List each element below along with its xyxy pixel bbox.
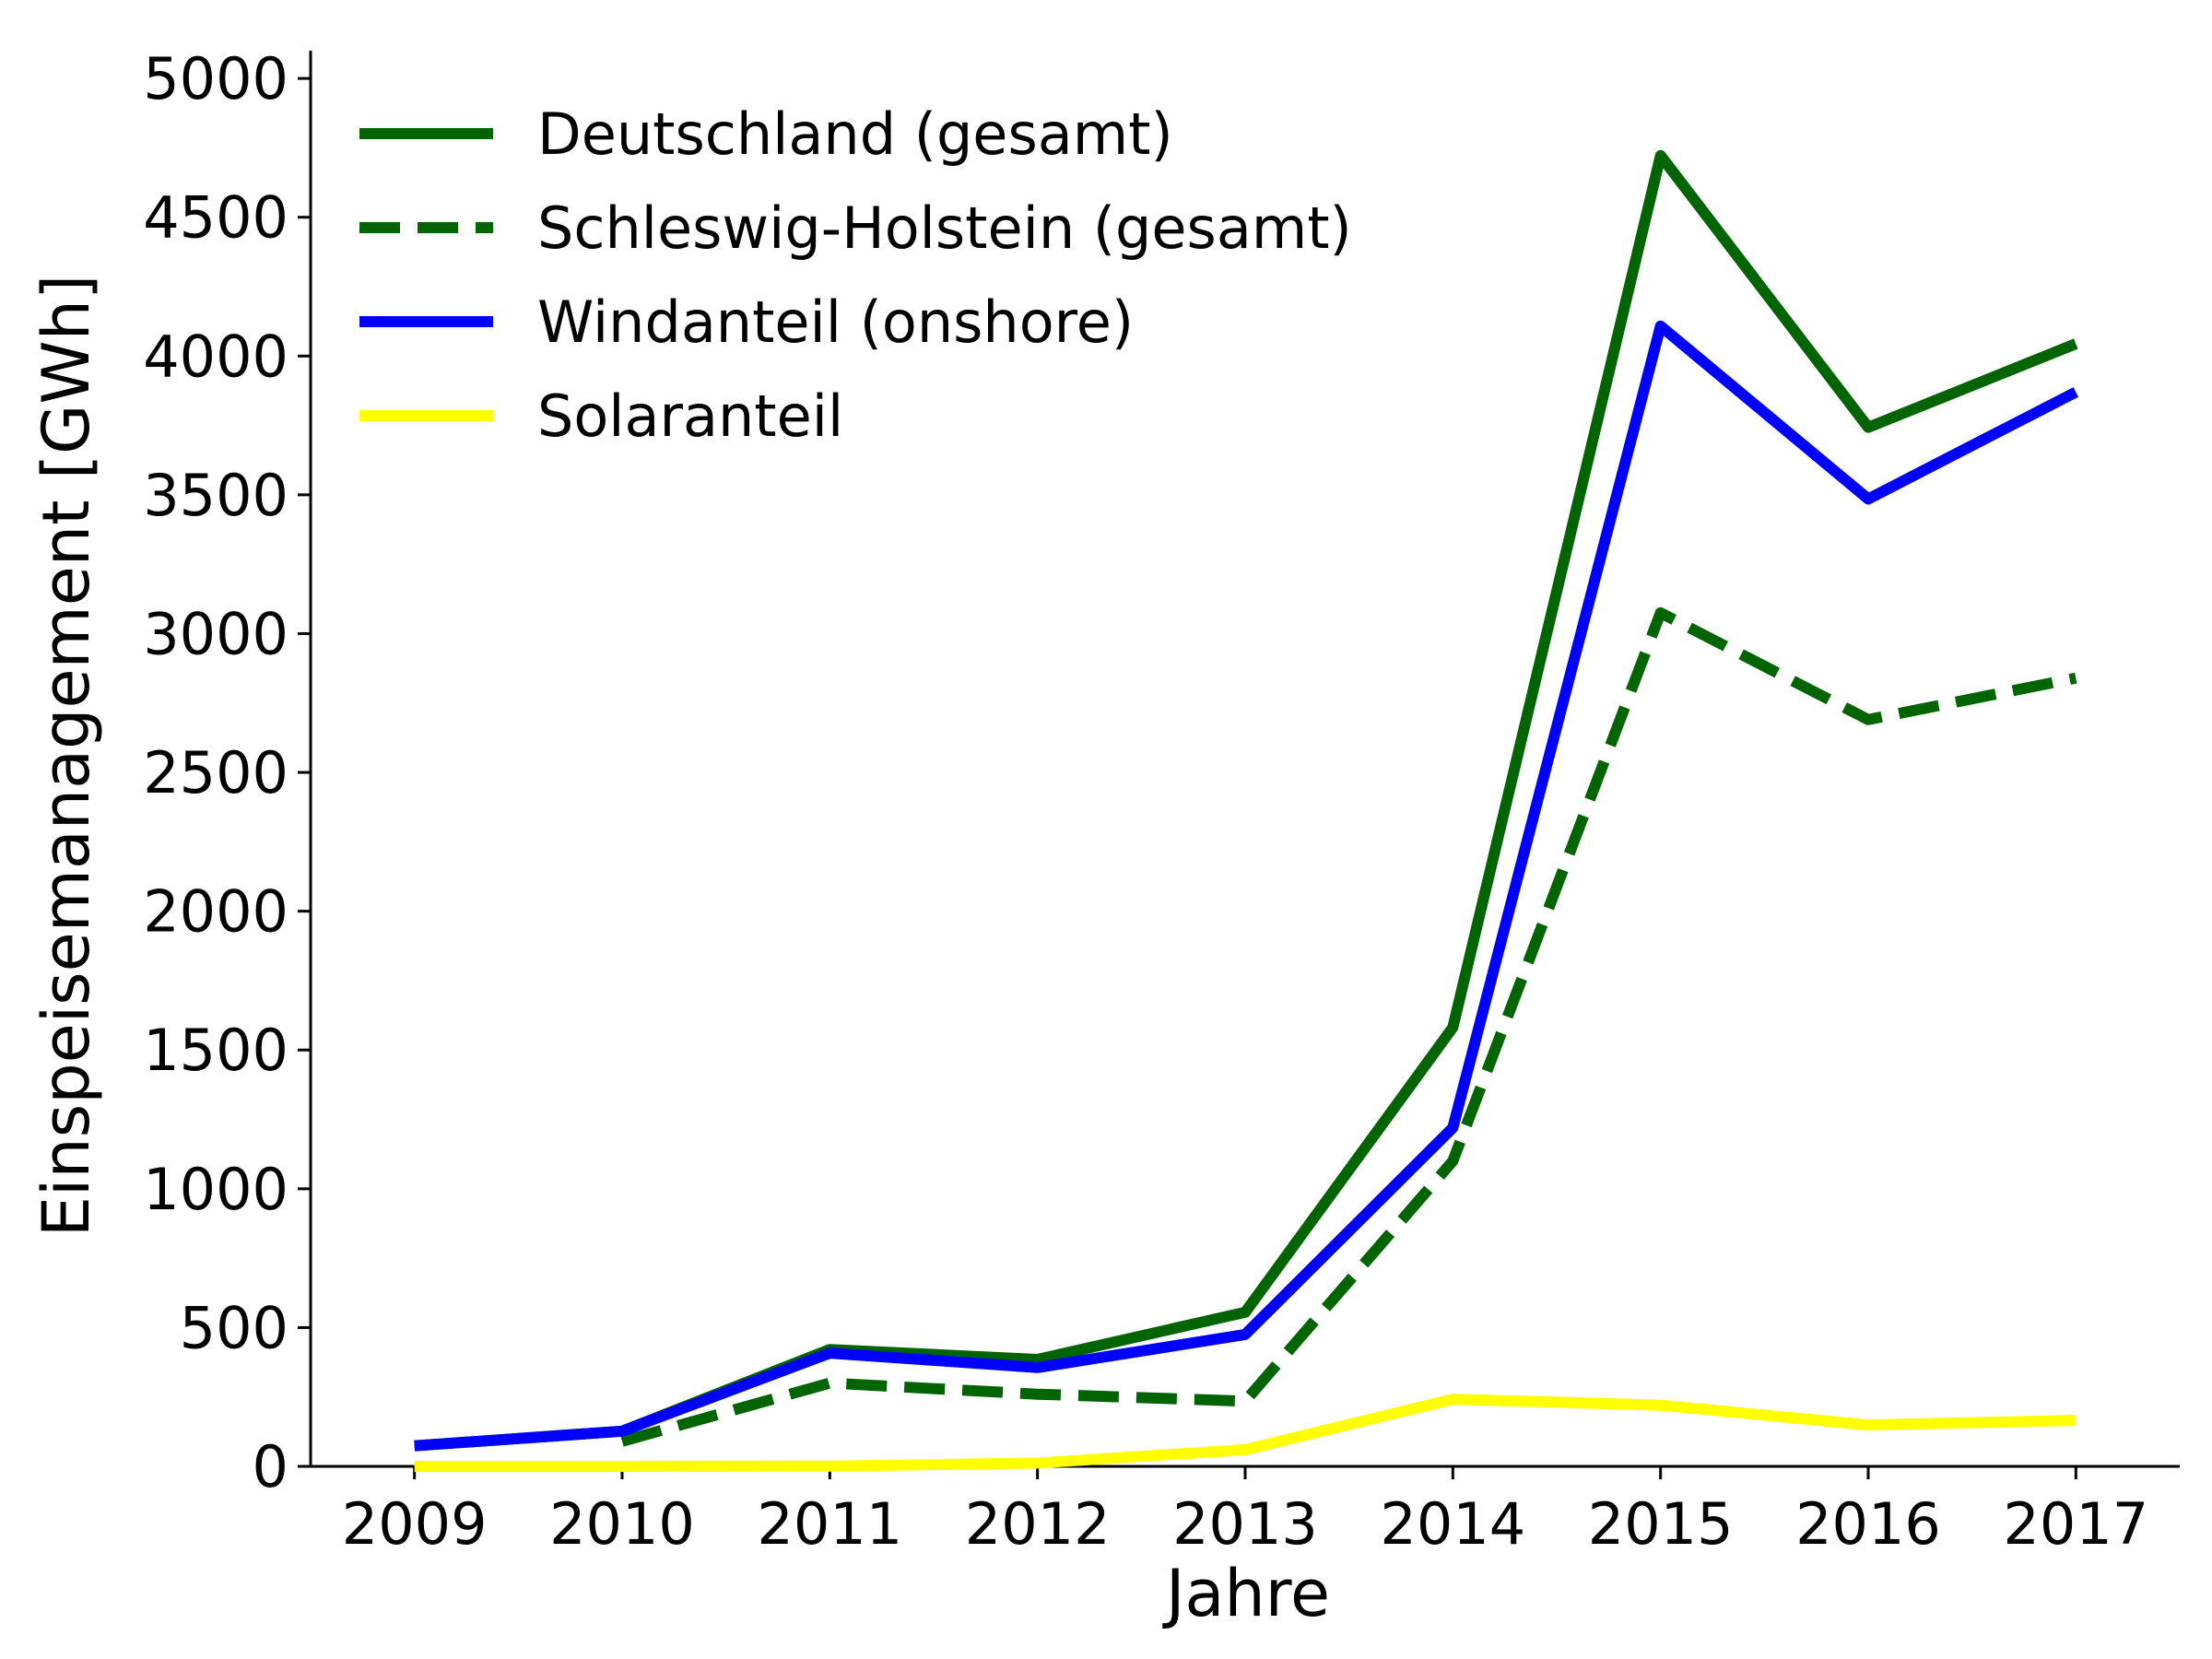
axes: 0 500 1000 1500 2000 2500 3000 3500 4000 4500 5000… bbox=[143, 45, 2180, 1558]
x-tick-label: 2013 bbox=[1172, 1490, 1318, 1558]
x-tick-label: 2012 bbox=[965, 1490, 1111, 1558]
x-axis-title: Jahre bbox=[1162, 1556, 1330, 1631]
y-tick-label: 2000 bbox=[143, 878, 288, 946]
x-tick-label: 2016 bbox=[1795, 1490, 1941, 1558]
legend: Deutschland (gesamt) Schleswig-Holstein (… bbox=[359, 100, 1352, 450]
series-line-schleswig-holstein-gesamt bbox=[620, 606, 2077, 1447]
legend-label: Deutschland (gesamt) bbox=[537, 100, 1173, 168]
y-tick-label: 4000 bbox=[143, 323, 288, 390]
y-tick-label: 3000 bbox=[143, 600, 288, 667]
y-tick-label: 2500 bbox=[143, 739, 288, 806]
x-tick-label: 2010 bbox=[549, 1490, 695, 1558]
x-tick-label: 2011 bbox=[757, 1490, 902, 1558]
series-line-solaranteil bbox=[414, 1394, 2077, 1472]
series-line-windanteil-onshore bbox=[414, 320, 2079, 1452]
y-tick-label: 0 bbox=[253, 1433, 288, 1500]
x-tick-label: 2017 bbox=[2003, 1490, 2148, 1558]
y-tick-label: 3500 bbox=[143, 462, 288, 529]
series-lines bbox=[414, 149, 2079, 1472]
legend-label: Solaranteil bbox=[537, 382, 843, 450]
y-tick-label: 500 bbox=[180, 1294, 288, 1361]
x-tick-label: 2014 bbox=[1380, 1490, 1525, 1558]
legend-label: Schleswig-Holstein (gesamt) bbox=[537, 194, 1352, 262]
legend-label: Windanteil (onshore) bbox=[537, 288, 1134, 356]
x-tick-label: 2015 bbox=[1588, 1490, 1734, 1558]
y-tick-label: 1000 bbox=[143, 1156, 288, 1223]
y-axis-title: Einspeisemanagement [GWh] bbox=[29, 275, 104, 1238]
x-tick-label: 2009 bbox=[342, 1490, 488, 1558]
y-tick-label: 4500 bbox=[143, 184, 288, 252]
y-tick-label: 1500 bbox=[143, 1017, 288, 1084]
y-tick-label: 5000 bbox=[143, 45, 288, 112]
